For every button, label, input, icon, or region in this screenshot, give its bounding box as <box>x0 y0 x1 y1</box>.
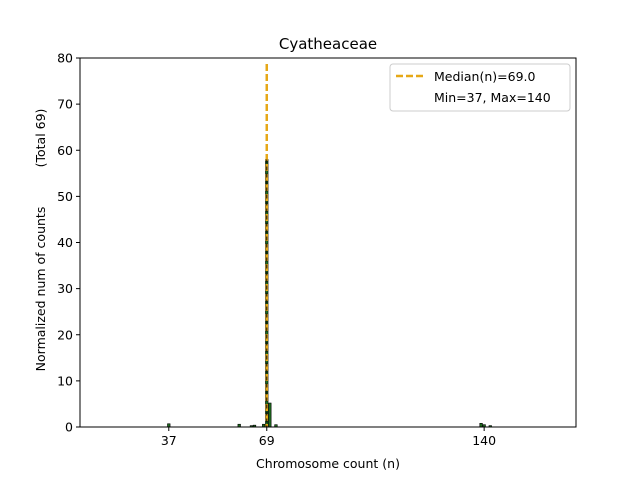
bar-139 <box>479 423 483 428</box>
y-tick-label-80: 80 <box>57 51 73 66</box>
y-tick-label-30: 30 <box>57 281 73 296</box>
y-axis-label: Normalized num of counts <box>33 207 48 372</box>
x-tick-label-69: 69 <box>259 433 275 448</box>
y-tick-label-70: 70 <box>57 97 73 112</box>
y-tick-label-50: 50 <box>57 189 73 204</box>
y-axis-total-note: (Total 69) <box>33 109 48 168</box>
y-tick-label-10: 10 <box>57 373 73 388</box>
legend-entry-minmax: Min=37, Max=140 <box>434 90 551 105</box>
x-tick-label-37: 37 <box>161 433 177 448</box>
chart-title: Cyatheaceae <box>279 35 377 53</box>
y-axis-ticks: 0 10 20 30 40 50 60 70 80 <box>57 51 80 435</box>
plot-background <box>80 58 576 427</box>
y-tick-label-20: 20 <box>57 327 73 342</box>
y-tick-label-60: 60 <box>57 143 73 158</box>
legend-box <box>389 63 571 112</box>
x-axis-label: Chromosome count (n) <box>256 456 400 471</box>
x-tick-label-140: 140 <box>472 433 496 448</box>
bar-70 <box>268 402 272 428</box>
y-tick-label-40: 40 <box>57 235 73 250</box>
plot-area <box>80 58 576 427</box>
legend: Median(n)=69.0 Min=37, Max=140 <box>389 63 571 112</box>
y-tick-label-0: 0 <box>65 420 73 435</box>
legend-entry-median: Median(n)=69.0 <box>434 69 535 84</box>
x-axis-ticks: 37 69 140 <box>161 427 496 448</box>
